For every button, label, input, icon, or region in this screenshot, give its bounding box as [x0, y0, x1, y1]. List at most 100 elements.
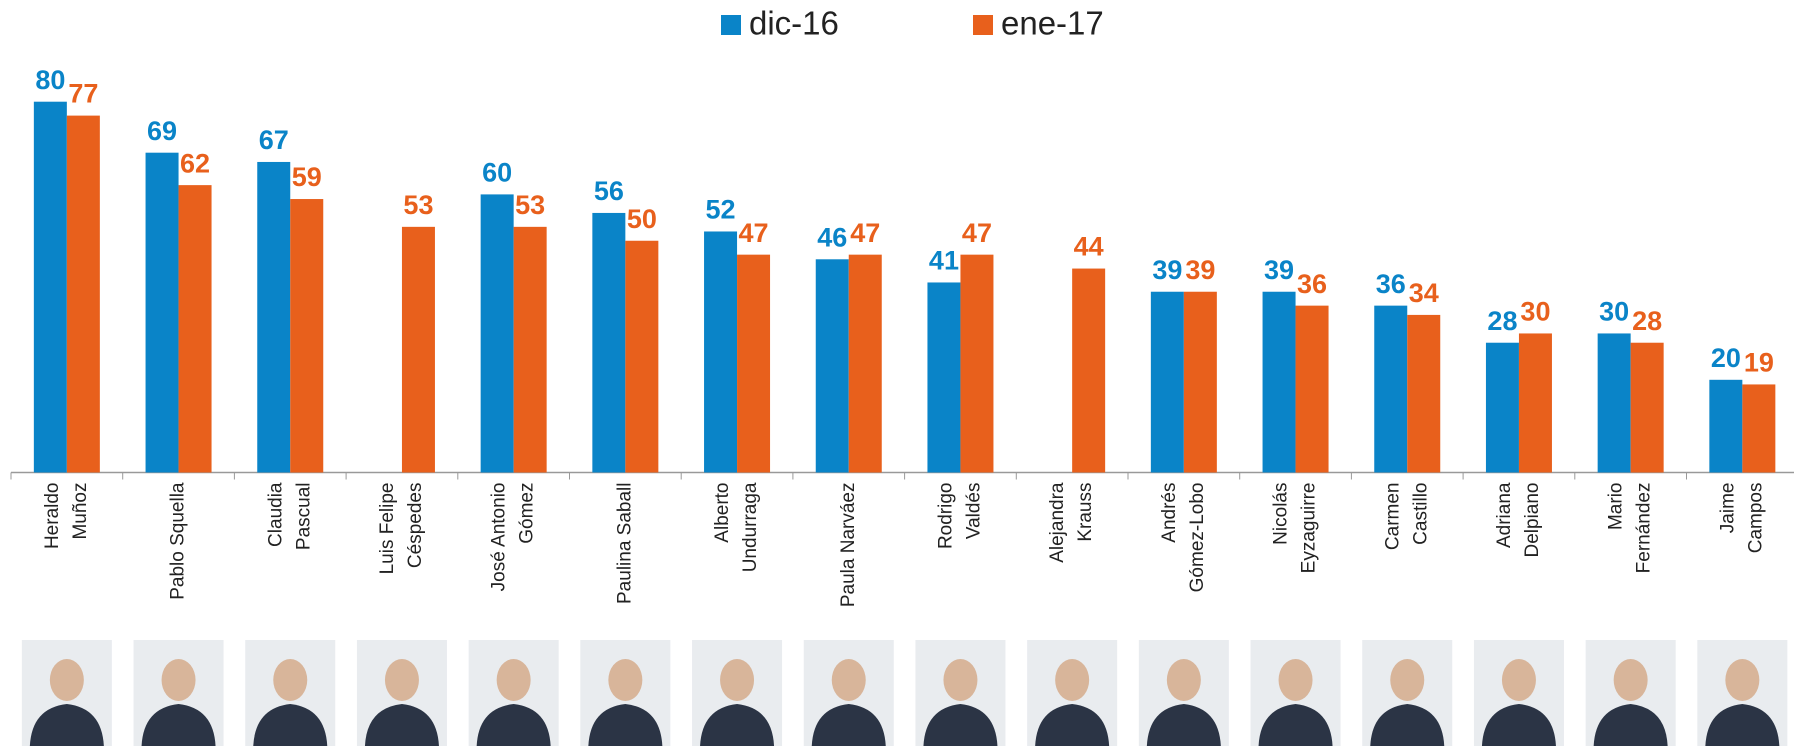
- bar: [179, 185, 212, 472]
- bar: [1486, 343, 1519, 473]
- value-label: 59: [292, 162, 322, 192]
- category-label: Valdés: [963, 482, 984, 539]
- portrait-head: [1390, 659, 1424, 701]
- value-label: 28: [1632, 306, 1662, 336]
- value-label: 47: [850, 218, 880, 248]
- bar: [481, 194, 514, 472]
- bar: [1631, 343, 1664, 473]
- portrait-head: [1502, 659, 1536, 701]
- value-label: 52: [706, 195, 736, 225]
- category-label: Eyzaguirre: [1299, 483, 1320, 574]
- portrait: [915, 640, 1005, 746]
- value-label: 36: [1376, 269, 1406, 299]
- value-label: 36: [1297, 269, 1327, 299]
- value-label: 47: [962, 218, 992, 248]
- category-label: Campos: [1745, 483, 1766, 554]
- portrait-head: [273, 659, 307, 701]
- legend-swatch: [973, 15, 993, 35]
- bar: [1184, 292, 1217, 473]
- portrait: [692, 640, 782, 746]
- value-label: 39: [1264, 255, 1294, 285]
- bar: [592, 213, 625, 473]
- value-label: 39: [1185, 255, 1215, 285]
- chart: dic-16ene-178077HeraldoMuñoz6962Pablo Sq…: [0, 0, 1794, 746]
- bar: [1374, 306, 1407, 473]
- portrait-head: [50, 659, 84, 701]
- bar: [927, 282, 960, 472]
- value-label: 80: [35, 65, 65, 95]
- portrait: [1474, 640, 1564, 746]
- bar: [1263, 292, 1296, 473]
- portrait: [357, 640, 447, 746]
- value-label: 28: [1487, 306, 1517, 336]
- bar: [257, 162, 290, 473]
- category-label: Muñoz: [70, 483, 91, 540]
- category-label: Alberto: [712, 483, 733, 543]
- category-label: Céspedes: [405, 483, 426, 569]
- value-label: 34: [1409, 278, 1439, 308]
- category-label: Castillo: [1410, 483, 1431, 545]
- value-label: 69: [147, 116, 177, 146]
- bar: [1598, 333, 1631, 472]
- category-label: Paula Narváez: [838, 483, 859, 608]
- value-label: 30: [1520, 297, 1550, 327]
- portrait: [245, 640, 335, 746]
- bar: [1709, 380, 1742, 473]
- portrait: [1139, 640, 1229, 746]
- category-label: Krauss: [1075, 483, 1096, 542]
- category-label: Nicolás: [1271, 483, 1292, 545]
- portrait-head: [162, 659, 196, 701]
- category-label: Fernández: [1634, 483, 1655, 574]
- bar: [625, 241, 658, 473]
- value-label: 56: [594, 176, 624, 206]
- portrait-head: [720, 659, 754, 701]
- bar: [704, 231, 737, 472]
- portrait-head: [1055, 659, 1089, 701]
- category-label: Rodrigo: [935, 483, 956, 550]
- category-label: Pablo Squella: [168, 482, 189, 600]
- category-label: Carmen: [1382, 483, 1403, 551]
- legend-label: dic-16: [749, 5, 839, 42]
- value-label: 62: [180, 148, 210, 178]
- category-label: Alejandra: [1047, 482, 1068, 563]
- portrait-head: [608, 659, 642, 701]
- bar: [514, 227, 547, 473]
- portrait: [580, 640, 670, 746]
- value-label: 60: [482, 158, 512, 188]
- category-label: Paulina Saball: [614, 483, 635, 604]
- portrait-head: [1614, 659, 1648, 701]
- portrait: [22, 640, 112, 746]
- portrait: [134, 640, 224, 746]
- value-label: 50: [627, 204, 657, 234]
- bar: [34, 102, 67, 473]
- bar: [1072, 269, 1105, 473]
- portrait: [804, 640, 894, 746]
- portrait-head: [943, 659, 977, 701]
- value-label: 47: [739, 218, 769, 248]
- bar: [67, 116, 100, 473]
- portrait-head: [497, 659, 531, 701]
- category-label: Heraldo: [42, 483, 63, 550]
- value-label: 41: [929, 246, 959, 276]
- bar: [737, 255, 770, 473]
- bar: [146, 153, 179, 473]
- legend-label: ene-17: [1001, 5, 1104, 42]
- category-label: Claudia: [265, 482, 286, 547]
- value-label: 19: [1744, 348, 1774, 378]
- portrait: [1697, 640, 1787, 746]
- portrait-head: [1725, 659, 1759, 701]
- portrait-head: [832, 659, 866, 701]
- bar: [849, 255, 882, 473]
- category-label: Undurraga: [740, 482, 761, 572]
- bar: [1407, 315, 1440, 473]
- portrait: [469, 640, 559, 746]
- portrait-head: [1167, 659, 1201, 701]
- value-label: 46: [817, 222, 847, 252]
- value-label: 44: [1074, 232, 1104, 262]
- bar: [290, 199, 323, 472]
- bar: [816, 259, 849, 472]
- value-label: 20: [1711, 343, 1741, 373]
- portrait: [1251, 640, 1341, 746]
- category-label: Jaime: [1717, 483, 1738, 534]
- portrait: [1586, 640, 1676, 746]
